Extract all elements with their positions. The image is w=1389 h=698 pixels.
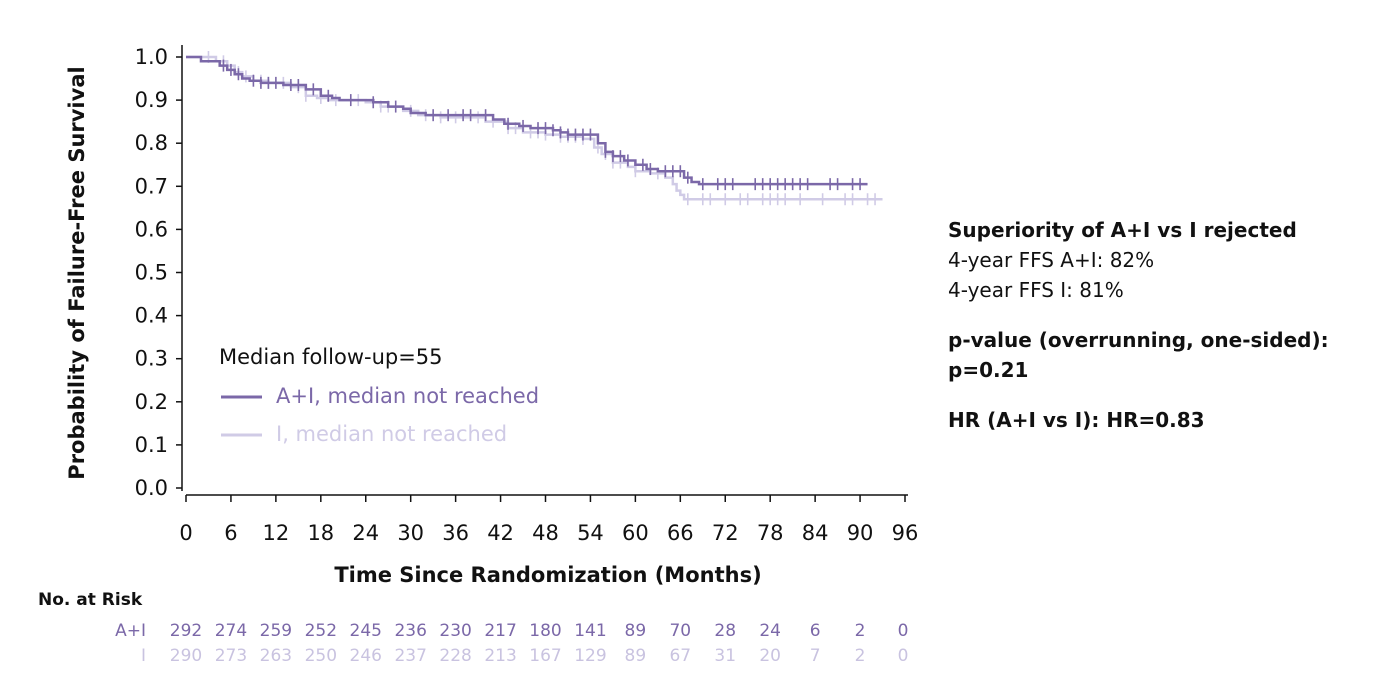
x-tick-label: 48 xyxy=(532,521,559,545)
x-tick-label: 78 xyxy=(757,521,784,545)
risk-count: 28 xyxy=(714,621,736,641)
y-tick-label: 0.3 xyxy=(135,347,168,371)
y-tick-label: 0.9 xyxy=(135,88,168,112)
risk-count: 213 xyxy=(484,646,516,666)
x-tick-label: 54 xyxy=(577,521,604,545)
x-tick-label: 66 xyxy=(667,521,694,545)
y-axis-title: Probability of Failure-Free Survival xyxy=(65,66,89,479)
y-tick-label: 0.4 xyxy=(135,304,168,328)
risk-count: 252 xyxy=(305,621,337,641)
risk-count: 245 xyxy=(350,621,382,641)
risk-count: 0 xyxy=(898,646,909,666)
risk-count: 263 xyxy=(260,646,292,666)
legend-label-ai: A+I, median not reached xyxy=(276,384,539,408)
risk-count: 31 xyxy=(714,646,736,666)
km-curve-i xyxy=(186,55,883,201)
pvalue-value: p=0.21 xyxy=(948,358,1029,382)
risk-count: 167 xyxy=(529,646,561,666)
y-tick-label: 0.1 xyxy=(135,433,168,457)
risk-count: 2 xyxy=(855,621,866,641)
x-tick-label: 30 xyxy=(397,521,424,545)
risk-count: 237 xyxy=(394,646,426,666)
ffs-i-text: 4-year FFS I: 81% xyxy=(948,278,1124,302)
risk-count: 273 xyxy=(215,646,247,666)
risk-table-title: No. at Risk xyxy=(38,590,143,610)
x-tick-label: 60 xyxy=(622,521,649,545)
y-ticks: 0.0 0.1 0.2 0.3 0.4 0.5 0.6 0.7 0.8 0.9 1.0 xyxy=(135,45,182,500)
x-tick-label: 18 xyxy=(307,521,334,545)
y-tick-label: 1.0 xyxy=(135,45,168,69)
x-axis-title: Time Since Randomization (Months) xyxy=(334,563,761,587)
superiority-heading: Superiority of A+I vs I rejected xyxy=(948,218,1297,242)
risk-count: 89 xyxy=(625,621,647,641)
risk-count: 236 xyxy=(394,621,426,641)
risk-count: 70 xyxy=(669,621,691,641)
ffs-ai-text: 4-year FFS A+I: 82% xyxy=(948,248,1155,272)
risk-count: 7 xyxy=(810,646,821,666)
risk-count: 141 xyxy=(574,621,606,641)
risk-count: 2 xyxy=(855,646,866,666)
risk-count: 0 xyxy=(898,621,909,641)
x-tick-label: 72 xyxy=(712,521,739,545)
risk-count: 274 xyxy=(215,621,247,641)
x-tick-label: 12 xyxy=(263,521,290,545)
y-tick-label: 0.2 xyxy=(135,390,168,414)
survival-curves xyxy=(186,51,883,206)
risk-row-label: I xyxy=(141,646,146,666)
median-follow-up-annotation: Median follow-up=55 xyxy=(219,345,443,369)
x-tick-label: 96 xyxy=(892,521,919,545)
risk-count: 292 xyxy=(170,621,202,641)
risk-count: 217 xyxy=(484,621,516,641)
risk-row-label: A+I xyxy=(115,621,146,641)
risk-count: 290 xyxy=(170,646,202,666)
y-tick-label: 0.8 xyxy=(135,131,168,155)
hazard-ratio-text: HR (A+I vs I): HR=0.83 xyxy=(948,408,1205,432)
risk-count: 129 xyxy=(574,646,606,666)
risk-count: 246 xyxy=(350,646,382,666)
risk-count: 230 xyxy=(439,621,471,641)
legend-label-i: I, median not reached xyxy=(276,422,507,446)
risk-count: 259 xyxy=(260,621,292,641)
risk-count: 67 xyxy=(669,646,691,666)
x-tick-label: 24 xyxy=(352,521,379,545)
km-curve-ai xyxy=(186,55,868,186)
risk-count: 24 xyxy=(759,621,781,641)
risk-count: 180 xyxy=(529,621,561,641)
risk-count: 250 xyxy=(305,646,337,666)
risk-count: 20 xyxy=(759,646,781,666)
pvalue-label: p-value (overrunning, one-sided): xyxy=(948,328,1329,352)
risk-table: A+I 292 274 259 252 245 236 230 217 180 141 89 70 28 2… xyxy=(115,621,908,666)
x-tick-label: 42 xyxy=(487,521,514,545)
risk-count: 89 xyxy=(625,646,647,666)
x-tick-label: 0 xyxy=(179,521,192,545)
risk-count: 228 xyxy=(439,646,471,666)
y-tick-label: 0.5 xyxy=(135,261,168,285)
x-tick-label: 6 xyxy=(224,521,237,545)
x-tick-label: 90 xyxy=(847,521,874,545)
y-tick-label: 0.7 xyxy=(135,174,168,198)
x-tick-label: 36 xyxy=(442,521,469,545)
x-ticks: 0 6 12 18 24 30 36 42 48 54 60 66 72 78 84 90 96 xyxy=(179,495,918,545)
y-tick-label: 0.6 xyxy=(135,217,168,241)
risk-count: 6 xyxy=(810,621,821,641)
x-tick-label: 84 xyxy=(802,521,829,545)
y-tick-label: 0.0 xyxy=(135,476,168,500)
side-panel: Superiority of A+I vs I rejected 4-year … xyxy=(948,215,1378,435)
